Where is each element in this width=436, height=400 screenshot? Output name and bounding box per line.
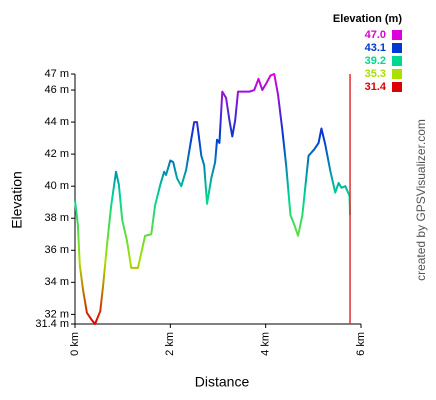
y-tick-label: 46 m — [45, 84, 69, 96]
y-tick-label: 31.4 m — [35, 318, 69, 330]
y-tick-label: 32 m — [45, 308, 69, 320]
y-tick-label: 47 m — [45, 68, 69, 80]
legend-swatch — [392, 56, 402, 66]
x-axis-label: Distance — [195, 374, 250, 390]
legend-swatch — [392, 30, 402, 40]
credit: created by GPSVisualizer.com — [414, 119, 428, 281]
y-tick-label: 34 m — [45, 276, 69, 288]
legend-swatch — [392, 82, 402, 92]
y-axis-label: Elevation — [9, 171, 25, 229]
y-tick-label: 36 m — [45, 244, 69, 256]
x-tick-label: 4 km — [260, 332, 272, 356]
legend-swatch — [392, 69, 402, 79]
y-tick-label: 42 m — [45, 148, 69, 160]
elevation-line — [74, 73, 352, 325]
legend-swatch — [392, 43, 402, 53]
legend-label: 47.0 — [365, 29, 386, 41]
x-tick-label: 0 km — [69, 332, 81, 356]
y-tick-label: 40 m — [45, 180, 69, 192]
x-tick-label: 2 km — [164, 332, 176, 356]
legend-label: 31.4 — [365, 81, 387, 93]
legend-label: 35.3 — [365, 68, 386, 80]
legend-title: Elevation (m) — [333, 13, 402, 25]
y-tick-label: 38 m — [45, 212, 69, 224]
legend-label: 39.2 — [365, 55, 386, 67]
legend-label: 43.1 — [365, 42, 386, 54]
y-tick-label: 44 m — [45, 116, 69, 128]
x-tick-label: 6 km — [355, 332, 367, 356]
